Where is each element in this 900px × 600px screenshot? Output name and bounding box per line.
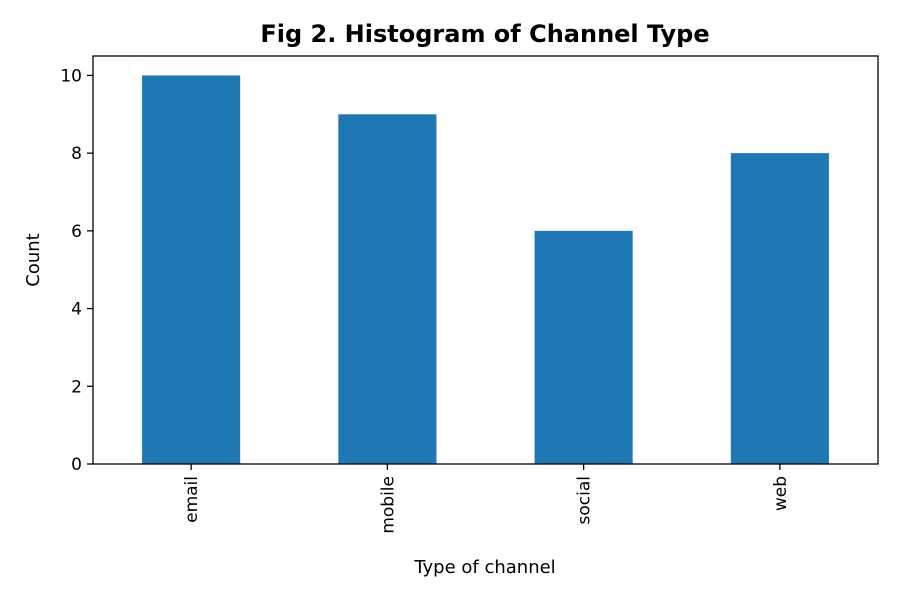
y-tick-label: 6	[71, 222, 82, 242]
bars-layer	[142, 75, 829, 465]
bar-email	[142, 75, 241, 465]
y-tick-label: 2	[71, 377, 82, 397]
y-tick-label: 8	[71, 144, 82, 164]
y-axis: 0 2 4 6 8 10	[60, 66, 93, 475]
x-tick-label: web	[771, 476, 791, 511]
bar-mobile	[338, 114, 437, 464]
plot-frame	[92, 55, 879, 465]
x-tick-label: mobile	[378, 476, 398, 534]
y-tick-label: 10	[60, 66, 82, 86]
chart-title: Fig 2. Histogram of Channel Type	[260, 20, 709, 48]
x-axis-label: Type of channel	[413, 557, 555, 578]
y-axis-label: Count	[23, 233, 44, 286]
y-tick-label: 0	[71, 455, 82, 475]
x-tick-label: social	[575, 476, 595, 524]
bar-web	[730, 153, 829, 464]
bar-social	[534, 230, 633, 464]
x-tick-label: email	[182, 476, 202, 523]
y-tick-label: 4	[71, 300, 82, 320]
x-axis: email mobile social web	[182, 464, 791, 534]
